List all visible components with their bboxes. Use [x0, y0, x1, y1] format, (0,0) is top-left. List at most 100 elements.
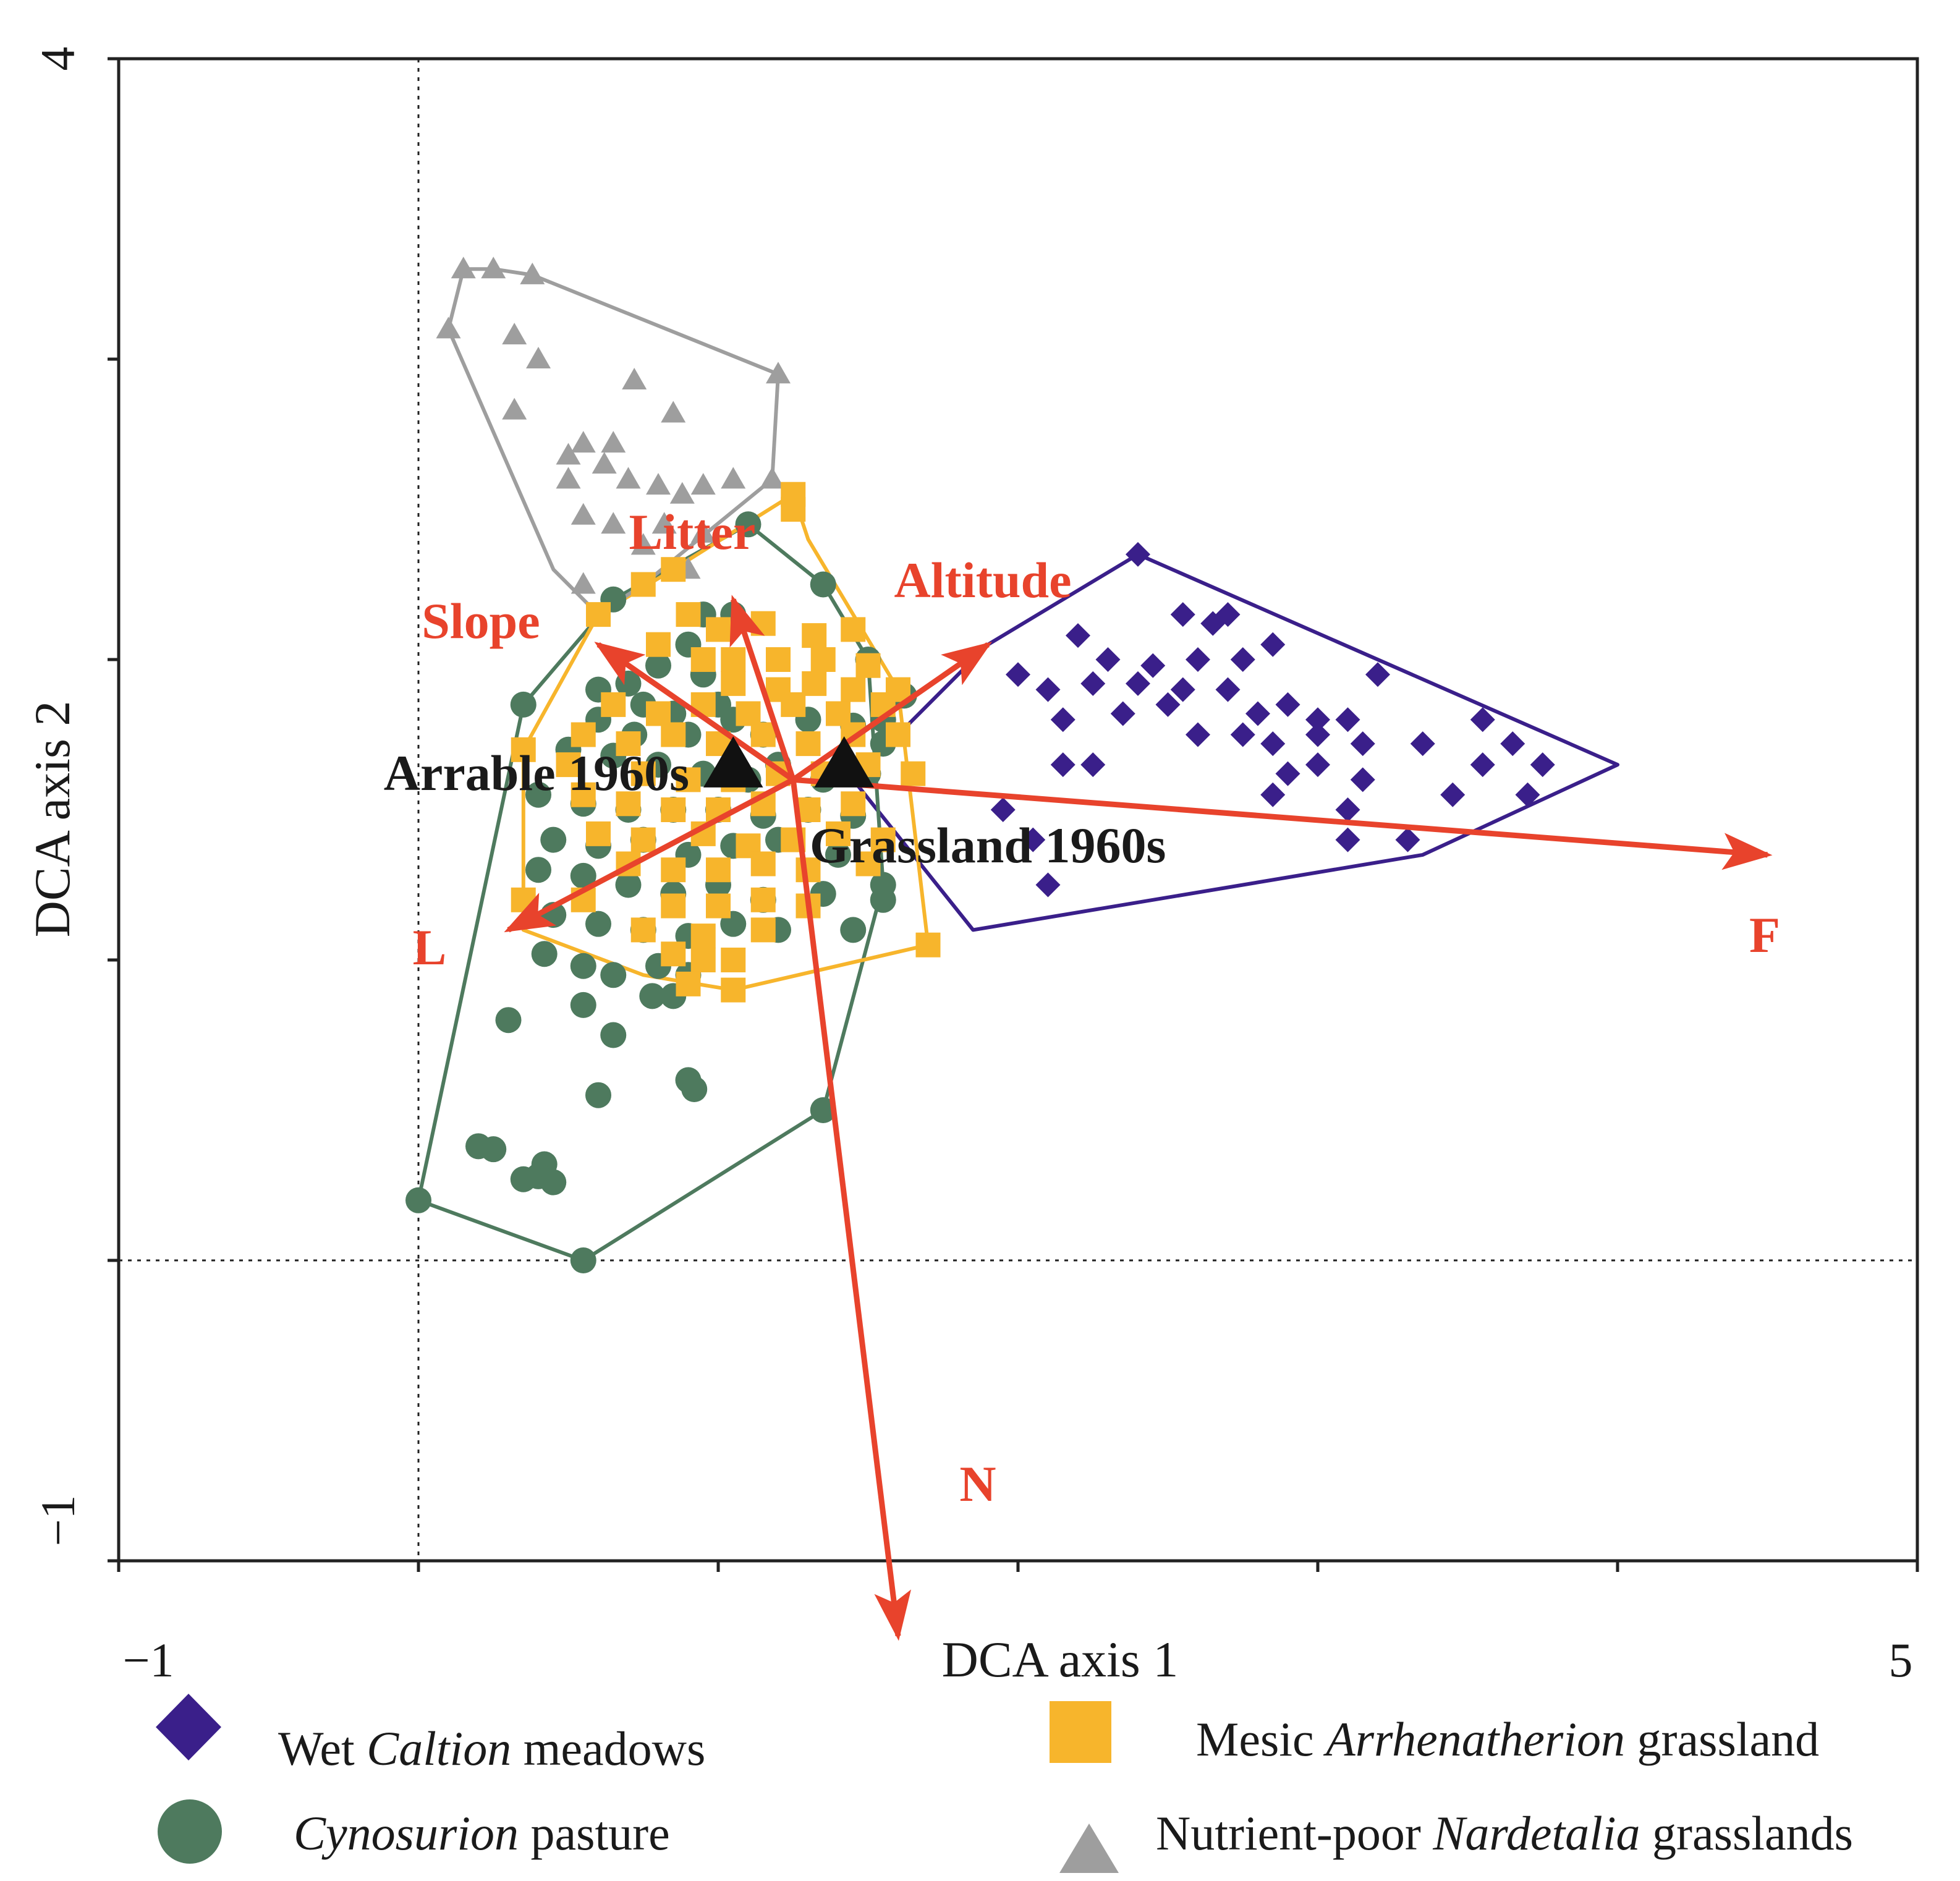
point-wet — [1170, 602, 1195, 627]
point-mesic — [855, 653, 881, 678]
point-wet — [1260, 782, 1286, 807]
point-mesic — [795, 731, 821, 757]
plot-frame — [117, 57, 1919, 1563]
point-mesic — [721, 948, 746, 972]
point-pasture — [480, 1136, 507, 1163]
environmental-vectors — [504, 595, 1773, 1641]
point-mesic — [721, 647, 746, 672]
point-nardetalia — [622, 368, 647, 390]
vector-n — [790, 779, 912, 1641]
point-mesic — [841, 791, 866, 817]
point-mesic — [901, 761, 926, 786]
point-wet — [1275, 692, 1300, 717]
point-pasture — [645, 652, 671, 679]
point-mesic — [601, 692, 626, 717]
point-pasture — [495, 1007, 522, 1034]
point-wet — [1126, 671, 1150, 696]
point-wet — [1050, 752, 1075, 778]
point-mesic — [661, 857, 686, 883]
point-wet — [1170, 677, 1195, 702]
point-mesic — [630, 827, 656, 852]
vector-label-n: N — [959, 1456, 996, 1512]
point-mesic — [616, 791, 641, 817]
centroid-marker-0 — [703, 736, 763, 788]
point-nardetalia — [601, 431, 626, 453]
point-mesic — [721, 671, 746, 696]
point-mesic — [630, 761, 656, 786]
point-mesic — [750, 611, 776, 636]
legend-label-wet: Wet Caltion meadows — [278, 1722, 705, 1775]
y-tick-max: 4 — [31, 47, 85, 71]
point-pasture — [570, 953, 596, 979]
point-nardetalia — [601, 512, 626, 534]
point-mesic — [750, 722, 776, 747]
point-nardetalia — [669, 482, 695, 504]
point-pasture — [870, 886, 896, 913]
point-nardetalia — [556, 443, 581, 465]
legend-label-nardetalia: Nutrient-poor Nardetalia grasslands — [1156, 1806, 1853, 1860]
point-wet — [1095, 647, 1121, 672]
point-wet — [1050, 707, 1075, 732]
legend-pasture-post: pasture — [519, 1806, 670, 1860]
point-mesic — [826, 821, 851, 846]
legend-mesic-pre: Mesic — [1196, 1712, 1326, 1766]
point-mesic — [706, 893, 731, 919]
point-nardetalia — [690, 520, 716, 543]
point-pasture — [570, 1247, 596, 1273]
point-wet — [1335, 797, 1360, 822]
point-nardetalia — [502, 323, 527, 345]
point-nardetalia — [630, 533, 656, 555]
point-wet — [1080, 752, 1106, 778]
point-mesic — [586, 821, 611, 846]
point-pasture — [810, 571, 836, 598]
point-nardetalia — [616, 467, 641, 489]
point-pasture — [825, 841, 851, 868]
point-wet — [1186, 647, 1210, 672]
x-tick-max: 5 — [1889, 1633, 1913, 1687]
point-wet — [1140, 653, 1166, 678]
point-mesic — [556, 752, 581, 778]
point-nardetalia — [690, 473, 716, 495]
point-mesic — [750, 887, 776, 912]
point-mesic — [826, 701, 851, 726]
point-wet — [1110, 701, 1135, 726]
vector-l — [504, 777, 795, 933]
point-wet — [1305, 752, 1330, 778]
point-nardetalia — [520, 262, 545, 284]
point-mesic — [802, 623, 827, 648]
point-wet — [990, 797, 1016, 822]
x-axis-title: DCA axis 1 — [942, 1631, 1179, 1688]
point-nardetalia — [651, 512, 677, 534]
point-wet — [1260, 731, 1286, 757]
legend-mesic-post: grassland — [1625, 1712, 1819, 1766]
legend-marker-pasture — [158, 1799, 222, 1864]
point-wet — [1186, 722, 1210, 747]
point-wet — [1350, 767, 1375, 792]
point-mesic — [690, 948, 716, 972]
point-nardetalia — [661, 401, 686, 423]
point-wet — [1305, 722, 1330, 747]
point-mesic — [571, 722, 596, 747]
point-mesic — [915, 932, 941, 957]
point-mesic — [661, 941, 686, 967]
point-mesic — [781, 497, 806, 522]
point-wet — [1215, 602, 1241, 627]
point-nardetalia — [436, 316, 461, 339]
point-wet — [1006, 662, 1030, 687]
vector-label-f: F — [1749, 907, 1780, 963]
point-pasture — [639, 983, 666, 1009]
legend-wet-pre: Wet — [278, 1722, 367, 1775]
legend-nardetalia-post: grasslands — [1640, 1806, 1853, 1860]
vector-litter — [729, 595, 796, 781]
point-wet — [1155, 692, 1181, 717]
point-mesic — [661, 797, 686, 822]
legend-mesic-italic: Arrhenatherion — [1323, 1712, 1625, 1766]
point-pasture — [540, 1169, 567, 1195]
vector-f — [792, 776, 1773, 870]
point-nardetalia — [451, 257, 476, 279]
point-wet — [1035, 872, 1061, 898]
point-wet — [1365, 662, 1390, 687]
point-wet — [1245, 701, 1270, 726]
point-nardetalia — [571, 503, 596, 525]
point-wet — [1215, 677, 1241, 702]
